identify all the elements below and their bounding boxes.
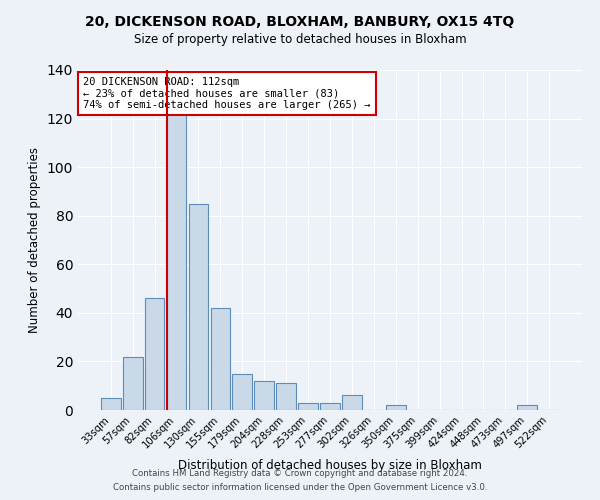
Bar — [320, 402, 340, 410]
Bar — [123, 356, 143, 410]
Y-axis label: Number of detached properties: Number of detached properties — [28, 147, 41, 333]
Bar — [232, 374, 252, 410]
Bar — [276, 384, 296, 410]
Bar — [101, 398, 121, 410]
Text: 20, DICKENSON ROAD, BLOXHAM, BANBURY, OX15 4TQ: 20, DICKENSON ROAD, BLOXHAM, BANBURY, OX… — [85, 15, 515, 29]
Bar — [298, 402, 318, 410]
Bar — [167, 94, 187, 410]
Text: Size of property relative to detached houses in Bloxham: Size of property relative to detached ho… — [134, 32, 466, 46]
Bar — [386, 405, 406, 410]
X-axis label: Distribution of detached houses by size in Bloxham: Distribution of detached houses by size … — [178, 459, 482, 472]
Text: Contains public sector information licensed under the Open Government Licence v3: Contains public sector information licen… — [113, 484, 487, 492]
Text: 20 DICKENSON ROAD: 112sqm
← 23% of detached houses are smaller (83)
74% of semi-: 20 DICKENSON ROAD: 112sqm ← 23% of detac… — [83, 77, 371, 110]
Bar — [517, 405, 537, 410]
Bar — [254, 381, 274, 410]
Bar — [188, 204, 208, 410]
Text: Contains HM Land Registry data © Crown copyright and database right 2024.: Contains HM Land Registry data © Crown c… — [132, 468, 468, 477]
Bar — [145, 298, 164, 410]
Bar — [342, 396, 362, 410]
Bar — [211, 308, 230, 410]
